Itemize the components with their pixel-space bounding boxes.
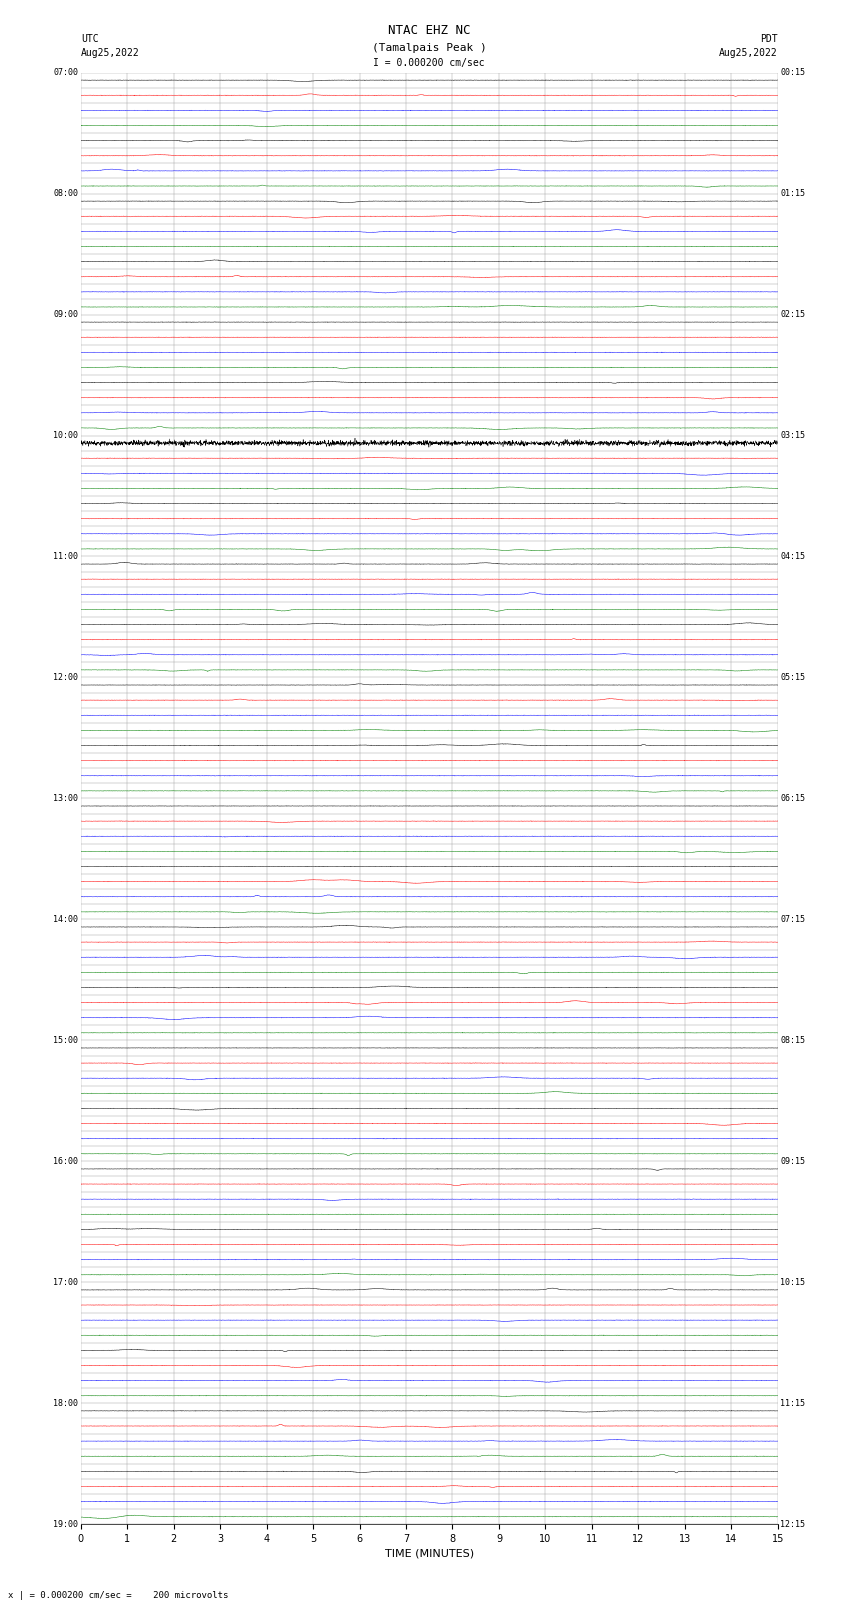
X-axis label: TIME (MINUTES): TIME (MINUTES)	[385, 1548, 473, 1558]
Text: 03:15: 03:15	[780, 431, 805, 440]
Text: 10:15: 10:15	[780, 1277, 805, 1287]
Text: 07:15: 07:15	[780, 915, 805, 924]
Text: PDT: PDT	[760, 34, 778, 44]
Text: 08:00: 08:00	[54, 189, 78, 198]
Text: I = 0.000200 cm/sec: I = 0.000200 cm/sec	[373, 58, 485, 68]
Text: 01:15: 01:15	[780, 189, 805, 198]
Text: 11:15: 11:15	[780, 1398, 805, 1408]
Text: 13:00: 13:00	[54, 794, 78, 803]
Text: Aug25,2022: Aug25,2022	[719, 48, 778, 58]
Text: 09:15: 09:15	[780, 1157, 805, 1166]
Text: 04:15: 04:15	[780, 552, 805, 561]
Text: 06:15: 06:15	[780, 794, 805, 803]
Text: Aug25,2022: Aug25,2022	[81, 48, 139, 58]
Text: 07:00: 07:00	[54, 68, 78, 77]
Text: 02:15: 02:15	[780, 310, 805, 319]
Text: 11:00: 11:00	[54, 552, 78, 561]
Text: 15:00: 15:00	[54, 1036, 78, 1045]
Text: 17:00: 17:00	[54, 1277, 78, 1287]
Text: 12:00: 12:00	[54, 673, 78, 682]
Text: UTC: UTC	[81, 34, 99, 44]
Text: 12:15: 12:15	[780, 1519, 805, 1529]
Text: 10:00: 10:00	[54, 431, 78, 440]
Text: 18:00: 18:00	[54, 1398, 78, 1408]
Text: 19:00: 19:00	[54, 1519, 78, 1529]
Text: (Tamalpais Peak ): (Tamalpais Peak )	[371, 44, 486, 53]
Text: 14:00: 14:00	[54, 915, 78, 924]
Text: 00:15: 00:15	[780, 68, 805, 77]
Text: 09:00: 09:00	[54, 310, 78, 319]
Text: 08:15: 08:15	[780, 1036, 805, 1045]
Text: 16:00: 16:00	[54, 1157, 78, 1166]
Text: x | = 0.000200 cm/sec =    200 microvolts: x | = 0.000200 cm/sec = 200 microvolts	[8, 1590, 229, 1600]
Text: 05:15: 05:15	[780, 673, 805, 682]
Text: NTAC EHZ NC: NTAC EHZ NC	[388, 24, 471, 37]
